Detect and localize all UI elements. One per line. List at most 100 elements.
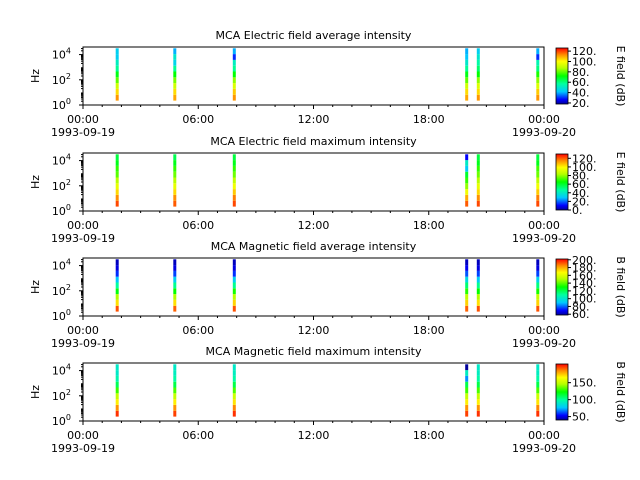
burst-cell <box>465 65 469 72</box>
x-tick-label: 12:00 <box>298 219 330 232</box>
x-tick-label: 12:00 <box>298 429 330 442</box>
colorbar-tick-label: 100. <box>572 394 597 407</box>
burst-cell <box>173 200 177 207</box>
burst-cell <box>173 300 177 306</box>
burst-1 <box>115 259 119 312</box>
colorbar-tick-label: 180. <box>572 262 597 275</box>
burst-cell <box>536 177 540 184</box>
burst-6 <box>536 259 540 312</box>
colorbar-tick-label: 40. <box>572 87 590 100</box>
burst-cell <box>115 177 119 184</box>
burst-cell <box>476 48 480 55</box>
x-tick-label: 06:00 <box>182 324 214 337</box>
y-axis-label: Hz <box>29 175 42 189</box>
x-tick-label: 12:00 <box>298 113 330 126</box>
burst-cell <box>173 189 177 195</box>
chart-title: MCA Magnetic field average intensity <box>211 240 417 253</box>
burst-cell <box>465 160 469 166</box>
burst-cell <box>536 259 540 266</box>
burst-cell <box>173 387 177 394</box>
burst-cell <box>232 183 236 190</box>
burst-6 <box>536 364 540 417</box>
burst-cell <box>115 375 119 382</box>
y-tick-label: 104 <box>52 47 71 62</box>
burst-2 <box>173 259 177 312</box>
burst-cell <box>536 195 540 201</box>
burst-3 <box>232 364 236 417</box>
burst-cell <box>465 370 469 376</box>
burst-cell <box>465 294 469 300</box>
chart-title: MCA Electric field maximum intensity <box>210 135 417 148</box>
colorbar-tick-label: 200. <box>572 254 597 267</box>
colorbar-tick-label: 60. <box>572 178 590 191</box>
burst-cell <box>465 305 469 312</box>
colorbar-tick-label: 100. <box>572 293 597 306</box>
burst-cell <box>465 195 469 201</box>
burst-cell <box>536 364 540 371</box>
burst-cell <box>465 83 469 89</box>
burst-cell <box>173 165 177 172</box>
burst-cell <box>173 381 177 388</box>
burst-cell <box>173 154 177 161</box>
burst-cell <box>476 65 480 72</box>
chart-title: MCA Electric field average intensity <box>216 29 412 42</box>
colorbar-label: E field (dB) <box>614 152 627 213</box>
burst-cell <box>465 165 469 172</box>
burst-cell <box>115 83 119 89</box>
burst-cell <box>465 282 469 289</box>
x-date-label: 1993-09-20 <box>512 337 576 350</box>
x-date-label: 1993-09-20 <box>512 442 576 455</box>
burst-cell <box>536 276 540 283</box>
burst-cell <box>115 405 119 411</box>
burst-cell <box>536 410 540 417</box>
colorbar-tick-label: 50. <box>572 411 590 424</box>
panel-2: MCA Electric field maximum intensity 100 1… <box>29 135 627 245</box>
burst-cell <box>232 375 236 382</box>
burst-cell <box>476 393 480 400</box>
burst-cell <box>115 71 119 78</box>
burst-cell <box>476 288 480 295</box>
burst-cell <box>536 94 540 101</box>
burst-4 <box>465 48 469 101</box>
colorbar-tick-label: 80. <box>572 66 590 79</box>
burst-cell <box>173 375 177 382</box>
burst-cell <box>232 65 236 72</box>
y-tick-label: 102 <box>52 178 71 193</box>
burst-cell <box>173 259 177 266</box>
burst-cell <box>536 294 540 300</box>
y-tick-label: 102 <box>52 388 71 403</box>
burst-cell <box>536 189 540 195</box>
burst-cell <box>465 189 469 195</box>
burst-cell <box>232 300 236 306</box>
burst-cell <box>465 89 469 95</box>
burst-cell <box>476 183 480 190</box>
burst-cell <box>173 405 177 411</box>
colorbar-tick-label: 150. <box>572 377 597 390</box>
burst-cell <box>536 381 540 388</box>
burst-cell <box>115 282 119 289</box>
burst-cell <box>476 54 480 60</box>
burst-cell <box>476 399 480 405</box>
x-tick-label: 00:00 <box>67 219 99 232</box>
burst-cell <box>115 276 119 283</box>
burst-2 <box>173 364 177 417</box>
y-tick-label: 102 <box>52 283 71 298</box>
burst-cell <box>476 294 480 300</box>
burst-cell <box>115 77 119 84</box>
burst-cell <box>536 154 540 161</box>
panel-1: MCA Electric field average intensity 100 1… <box>29 29 627 139</box>
burst-cell <box>173 276 177 283</box>
colorbar-tick-label: 60. <box>572 308 590 321</box>
burst-cell <box>476 94 480 101</box>
colorbar <box>555 258 569 316</box>
burst-cell <box>173 71 177 78</box>
burst-cell <box>476 265 480 271</box>
colorbar-tick-label: 60. <box>572 76 590 89</box>
burst-2 <box>173 48 177 101</box>
burst-cell <box>173 282 177 289</box>
burst-cell <box>115 48 119 55</box>
colorbar <box>555 363 569 421</box>
burst-cell <box>465 288 469 295</box>
y-tick-label: 100 <box>52 413 71 428</box>
burst-cell <box>115 393 119 400</box>
